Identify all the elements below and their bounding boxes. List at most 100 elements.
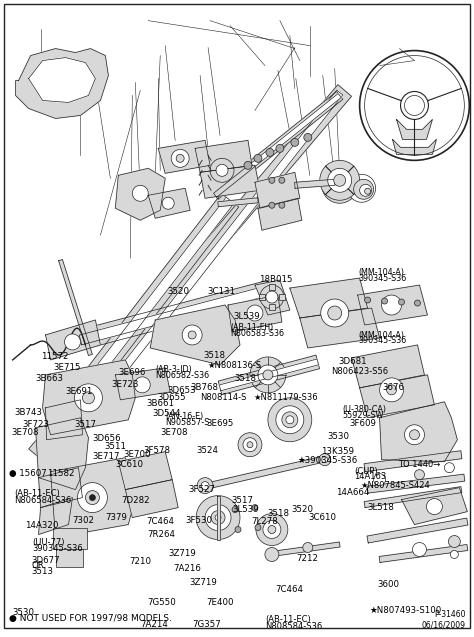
Polygon shape <box>360 375 434 418</box>
Circle shape <box>321 299 349 327</box>
Polygon shape <box>352 345 424 388</box>
Circle shape <box>387 385 397 395</box>
Text: 7C464: 7C464 <box>275 585 303 594</box>
Circle shape <box>303 543 313 552</box>
Circle shape <box>334 175 346 186</box>
Circle shape <box>382 295 401 315</box>
Circle shape <box>445 462 455 473</box>
Text: 3C131: 3C131 <box>208 287 236 296</box>
Circle shape <box>412 543 427 557</box>
Bar <box>269 304 275 310</box>
Circle shape <box>404 425 424 445</box>
Text: 390345-S36: 390345-S36 <box>358 336 406 345</box>
Text: 7G550: 7G550 <box>147 598 176 607</box>
Circle shape <box>244 161 252 169</box>
Text: 7E400: 7E400 <box>206 598 234 607</box>
Circle shape <box>304 133 312 141</box>
Text: ★N811179-S36: ★N811179-S36 <box>254 393 318 402</box>
Text: 14A664: 14A664 <box>336 487 370 497</box>
Text: 3L539: 3L539 <box>233 312 260 321</box>
Text: 3B768: 3B768 <box>191 383 219 392</box>
Text: 7A216: 7A216 <box>173 564 201 573</box>
Text: 11582: 11582 <box>47 469 74 478</box>
Circle shape <box>450 550 458 559</box>
Circle shape <box>276 145 284 152</box>
Polygon shape <box>36 418 89 490</box>
Text: ● 15607: ● 15607 <box>9 469 47 478</box>
Text: 3600: 3600 <box>378 580 400 589</box>
Text: 7G357: 7G357 <box>192 620 221 629</box>
Text: 3D677: 3D677 <box>32 555 61 564</box>
Polygon shape <box>228 295 282 332</box>
Circle shape <box>132 185 148 201</box>
Circle shape <box>210 159 234 182</box>
Circle shape <box>282 412 298 428</box>
Bar <box>55 550 83 568</box>
Text: 3518: 3518 <box>268 509 290 518</box>
Polygon shape <box>115 168 165 220</box>
Polygon shape <box>255 280 290 315</box>
Circle shape <box>269 177 275 183</box>
Circle shape <box>414 469 424 480</box>
Text: 3E708: 3E708 <box>11 428 38 437</box>
Text: 390345-S36: 390345-S36 <box>358 274 406 283</box>
Text: 3517: 3517 <box>74 420 96 429</box>
Circle shape <box>243 438 257 452</box>
Text: N806584-S36: N806584-S36 <box>14 496 71 505</box>
Text: (AN-16-E): (AN-16-E) <box>165 412 203 421</box>
Text: 3E723: 3E723 <box>111 380 139 389</box>
Circle shape <box>448 536 460 547</box>
Text: N806583-S36: N806583-S36 <box>230 329 284 338</box>
Polygon shape <box>28 57 95 103</box>
Circle shape <box>77 483 108 513</box>
Polygon shape <box>401 488 467 524</box>
Circle shape <box>360 184 372 196</box>
Text: (AB-11-EC): (AB-11-EC) <box>14 489 60 499</box>
Circle shape <box>347 175 375 203</box>
Text: TO 1440→: TO 1440→ <box>398 460 440 469</box>
Bar <box>279 294 285 300</box>
Text: 3676: 3676 <box>383 383 405 392</box>
Polygon shape <box>267 542 340 557</box>
Polygon shape <box>115 368 170 400</box>
Text: 3D681: 3D681 <box>338 357 367 366</box>
Circle shape <box>215 515 221 520</box>
Circle shape <box>162 197 174 209</box>
Text: 3Z719: 3Z719 <box>168 548 196 557</box>
Bar <box>269 284 275 290</box>
Circle shape <box>247 441 253 448</box>
Circle shape <box>252 505 258 511</box>
Circle shape <box>399 299 404 305</box>
Polygon shape <box>379 545 468 562</box>
Circle shape <box>268 526 276 534</box>
Text: 3C610: 3C610 <box>308 513 336 522</box>
Circle shape <box>260 285 284 309</box>
Text: (CUP): (CUP) <box>354 466 378 476</box>
Polygon shape <box>150 305 240 365</box>
Text: ★N807493-S100: ★N807493-S100 <box>369 606 442 615</box>
Polygon shape <box>38 497 73 534</box>
Polygon shape <box>219 359 319 390</box>
Circle shape <box>427 499 442 515</box>
Circle shape <box>335 180 345 190</box>
Text: 3517: 3517 <box>231 496 253 505</box>
Text: 3518: 3518 <box>234 375 256 383</box>
Circle shape <box>235 527 241 533</box>
Text: (AB-3-JD): (AB-3-JD) <box>156 365 192 374</box>
Polygon shape <box>78 280 273 350</box>
Circle shape <box>266 148 274 156</box>
Text: 3D653: 3D653 <box>167 386 196 395</box>
Polygon shape <box>51 458 135 538</box>
Text: ● NOT USED FOR 1997/98 MODELS.: ● NOT USED FOR 1997/98 MODELS. <box>9 614 172 624</box>
Polygon shape <box>392 140 437 154</box>
Polygon shape <box>258 198 302 230</box>
Text: 7212: 7212 <box>297 554 319 562</box>
Text: 3L518: 3L518 <box>367 503 394 512</box>
Polygon shape <box>46 400 82 440</box>
Circle shape <box>276 406 304 434</box>
Circle shape <box>247 305 263 321</box>
Text: 3F530: 3F530 <box>185 515 212 524</box>
Bar <box>259 294 265 300</box>
Circle shape <box>380 378 403 402</box>
Polygon shape <box>57 90 343 452</box>
